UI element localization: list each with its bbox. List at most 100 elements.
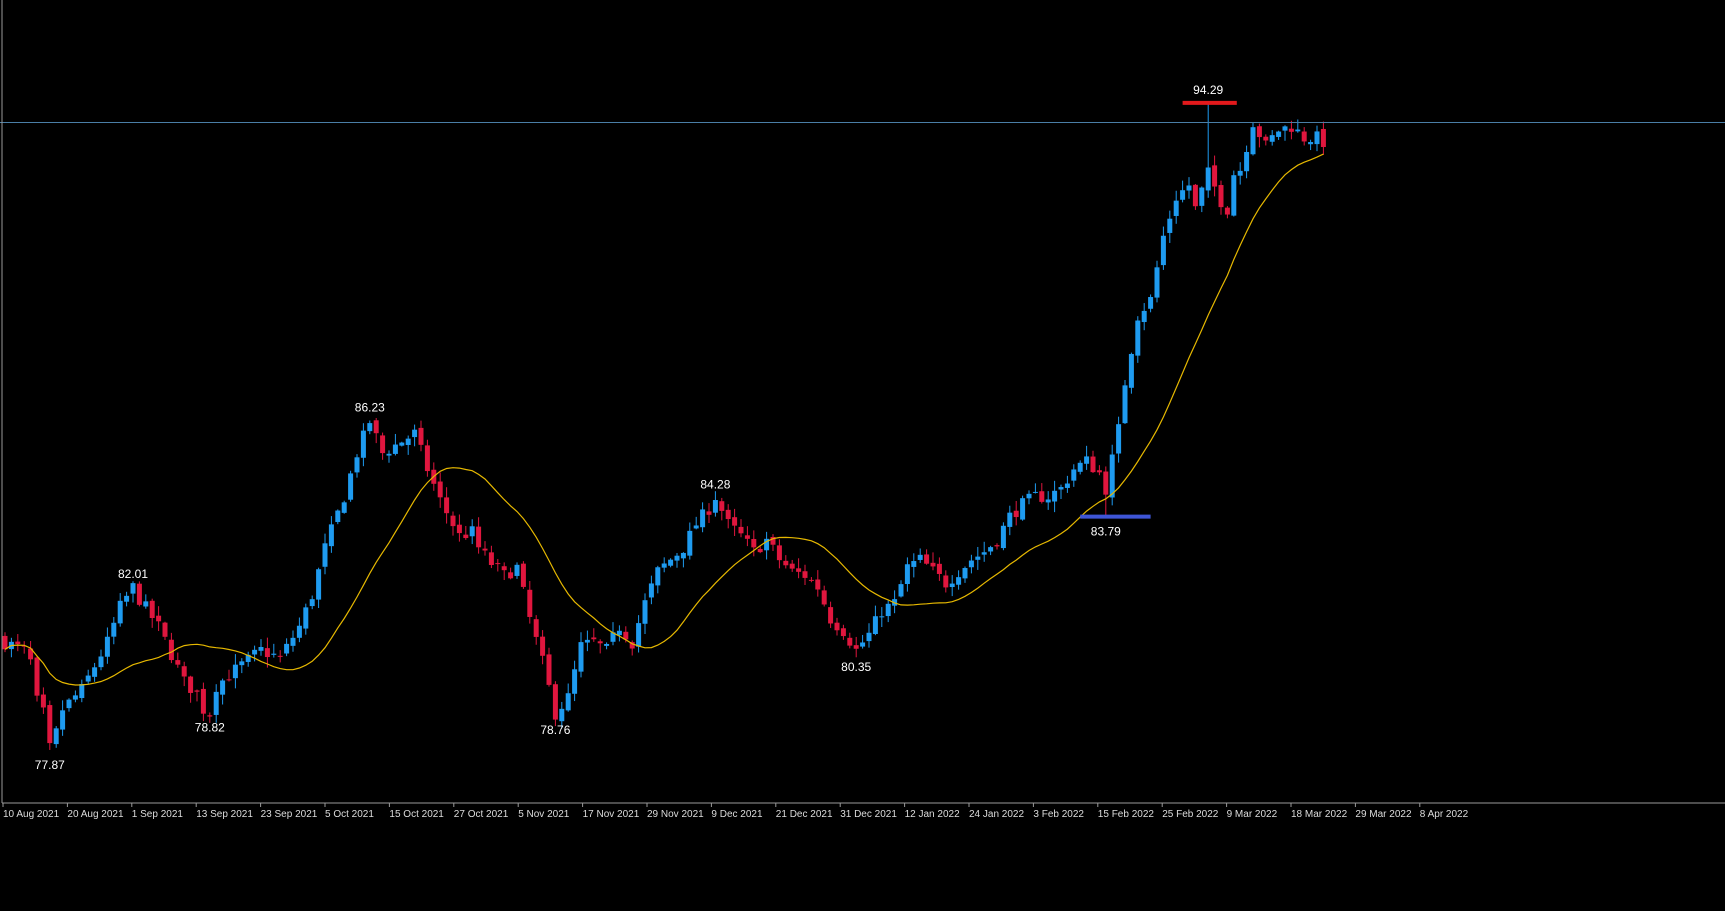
candle-body [188,676,194,693]
candle [508,567,514,580]
candle [725,504,731,529]
candle [949,575,955,597]
x-tick-label: 8 Apr 2022 [1420,809,1469,820]
candle-body [501,566,507,571]
candle [309,595,315,610]
candle [578,632,584,678]
candle-body [1212,165,1218,187]
candle-body [15,641,21,645]
candle [661,557,667,573]
candle-body [527,589,533,617]
candle [354,454,360,478]
candle-body [1039,491,1045,502]
candle [853,636,859,658]
candle-body [40,694,46,708]
candle-body [28,648,34,660]
candle [143,594,149,609]
candle-body [943,575,949,588]
candle [988,545,994,556]
candle [1308,139,1314,151]
price-labels-group: 77.87 82.01 78.82 86.23 78.76 84.28 80.35 83.79… [35,83,1224,772]
candle [834,617,840,636]
candle [936,557,942,581]
candle [700,502,706,533]
candle [1135,316,1141,363]
candle-body [239,661,245,666]
candle [866,623,872,648]
candle [1122,379,1128,424]
candle [552,681,558,727]
candle-body [226,679,232,681]
candle-body [1314,131,1320,145]
candle [456,514,462,542]
candle-body [1237,170,1243,176]
candle [808,577,814,583]
candle-body [232,664,238,679]
candle-body [136,583,142,605]
candle [648,575,654,605]
candle [821,585,827,607]
candle [789,559,795,572]
candle [1071,464,1077,487]
candle [1301,127,1307,146]
candle [520,561,526,589]
candle-body [597,641,603,644]
candle [79,679,85,703]
candle-body [655,567,661,586]
candle [72,690,78,703]
candle [1007,505,1013,536]
candle-body [1045,499,1051,503]
candle-body [584,639,590,643]
candle [28,640,34,665]
candle-body [815,579,821,590]
candle [885,600,891,623]
candle-body [66,699,72,709]
candle-body [610,632,616,642]
candle-body [181,666,187,677]
candle [412,424,418,447]
candle-body [1308,142,1314,145]
candle-body [860,642,866,647]
candle [168,632,174,664]
candle-body [648,583,654,598]
candle-body [783,560,789,566]
candle [424,439,430,477]
candle-body [981,552,987,555]
candle [156,606,162,632]
candle-body [591,637,597,640]
candle-body [79,684,85,699]
candle-body [680,552,686,559]
candle-body [98,656,104,668]
candle-body [1084,456,1090,464]
candle [207,712,213,723]
candle [610,622,616,646]
candle [783,555,789,569]
x-tick-label: 21 Dec 2021 [776,809,833,820]
candle [85,669,91,684]
candle [1077,460,1083,475]
candle-body [962,568,968,579]
candle-body [1250,127,1256,155]
candle-body [175,660,181,665]
candle [200,682,206,722]
candle [1186,177,1192,199]
candle [1180,180,1186,203]
candle-body [34,657,40,696]
candle-body [444,497,450,514]
candle-body [578,642,584,672]
candle [616,625,622,642]
x-tick-label: 1 Sep 2021 [132,809,184,820]
candle-body [1109,454,1115,498]
candle [943,570,949,593]
candle [232,654,238,689]
candle-body [1288,128,1294,132]
candle-body [168,639,174,661]
candle-body [143,601,149,607]
candle [392,433,398,456]
candle-body [213,691,219,715]
candle-body [1122,385,1128,424]
candle [277,650,283,663]
candle [98,649,104,671]
